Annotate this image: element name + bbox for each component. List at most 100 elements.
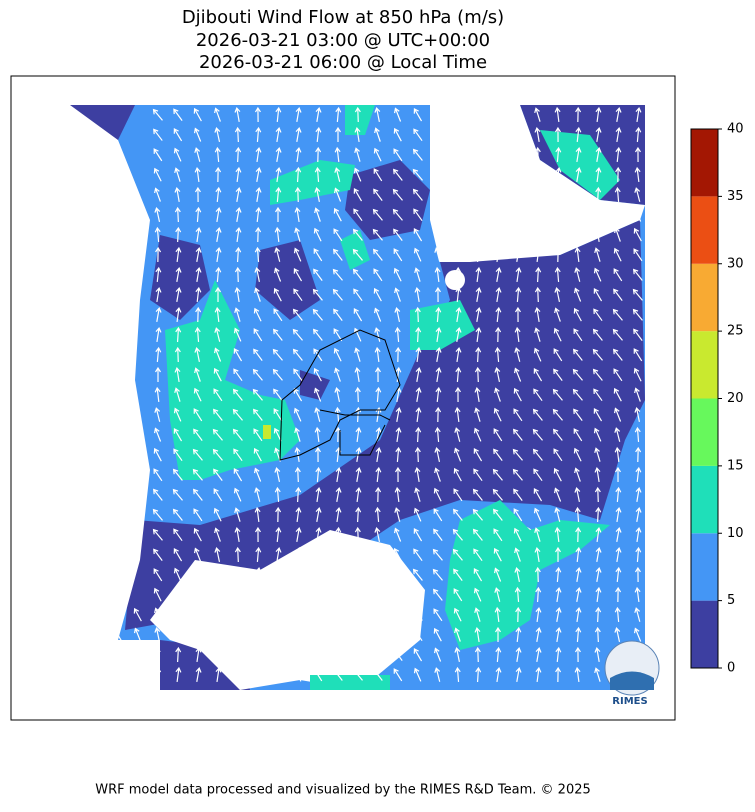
wind-arrow [214, 527, 221, 542]
wind-arrow [254, 487, 261, 502]
wind-arrow [413, 208, 423, 222]
wind-arrow [414, 286, 421, 303]
wind-arrow [435, 406, 442, 423]
wind-arrow [433, 508, 443, 522]
wind-arrow [173, 448, 183, 462]
wind-arrow [315, 466, 322, 483]
wind-arrow [275, 506, 282, 523]
wind-arrow [433, 207, 442, 222]
wind-arrow [235, 166, 242, 183]
wind-arrow [493, 108, 503, 122]
wind-arrow [72, 608, 83, 621]
wind-arrow [195, 266, 202, 283]
wind-arrow [355, 506, 362, 523]
wind-arrow [335, 526, 342, 543]
wind-arrow [614, 186, 621, 203]
wind-arrow [235, 246, 242, 263]
wind-arrow [594, 626, 601, 643]
wind-arrow [612, 348, 623, 361]
wind-arrow [614, 627, 621, 642]
wind-arrow [155, 266, 162, 283]
wind-arrow [373, 567, 382, 582]
wind-arrow [133, 607, 142, 622]
wind-arrow [214, 107, 221, 122]
wind-arrow [452, 508, 463, 521]
wind-arrow [512, 428, 523, 441]
wind-arrow [195, 626, 202, 643]
wind-arrow [615, 146, 622, 163]
wind-arrow [474, 187, 481, 202]
wind-arrow [233, 368, 243, 382]
wind-arrow [333, 607, 342, 622]
wind-arrow [554, 546, 561, 563]
wind-arrow [334, 566, 341, 583]
wind-arrow [533, 388, 543, 402]
wind-arrow [432, 168, 443, 181]
wind-arrow [214, 127, 221, 142]
wind-arrow [515, 186, 522, 203]
wind-arrow [512, 468, 523, 481]
wind-arrow [295, 546, 302, 563]
wind-arrow [554, 287, 561, 302]
wind-arrow [254, 526, 261, 543]
wind-arrow [352, 648, 363, 661]
wind-arrow [152, 508, 163, 521]
wind-arrow [352, 228, 363, 241]
wind-arrow [494, 626, 501, 643]
wind-arrow [572, 348, 583, 361]
wind-arrow [493, 528, 503, 542]
wind-arrow [432, 148, 443, 161]
wind-arrow [555, 246, 562, 263]
wind-arrow [175, 666, 182, 683]
wind-arrow [635, 446, 642, 463]
wind-arrow [353, 587, 362, 602]
wind-arrow [433, 227, 442, 242]
wind-arrow [312, 308, 323, 321]
wind-arrow [614, 227, 621, 242]
wind-arrow [574, 506, 581, 523]
wind-arrow [193, 387, 202, 402]
wind-arrow [594, 226, 601, 243]
wind-arrow [455, 366, 462, 383]
wind-arrow [633, 328, 643, 341]
wind-arrow [173, 528, 183, 542]
wind-arrow [635, 506, 642, 522]
wind-arrow [354, 106, 361, 123]
wind-arrow [273, 388, 283, 401]
wind-arrow [454, 627, 461, 642]
wind-arrow [555, 186, 562, 202]
wind-arrow [232, 428, 243, 441]
wind-arrow [193, 508, 203, 522]
wind-arrow [495, 226, 502, 243]
wind-arrow [313, 367, 322, 382]
wind-arrow [492, 468, 503, 481]
wind-arrow [93, 628, 103, 641]
wind-arrow [215, 606, 222, 623]
wind-arrow [233, 468, 243, 482]
wind-arrow [615, 566, 622, 583]
wind-arrow [575, 186, 582, 203]
wind-arrow [194, 166, 201, 183]
wind-arrow [634, 607, 641, 622]
wind-arrow [474, 646, 481, 663]
wind-arrow [275, 106, 282, 123]
wind-arrow [292, 348, 303, 361]
wind-arrow [494, 167, 501, 182]
wind-arrow [573, 408, 583, 421]
wind-arrow [235, 666, 242, 683]
wind-arrow [473, 587, 482, 602]
wind-arrow [314, 166, 321, 183]
wind-arrow [212, 448, 223, 461]
wind-arrow [534, 146, 541, 163]
wind-arrow [195, 286, 202, 303]
wind-arrow [174, 186, 181, 202]
wind-arrow [335, 486, 342, 502]
wind-arrow [314, 627, 321, 642]
wind-arrow [215, 586, 222, 603]
wind-arrow [454, 647, 461, 662]
wind-arrow [193, 127, 202, 142]
wind-arrow [434, 266, 441, 283]
wind-arrow [174, 206, 181, 223]
wind-arrow [315, 526, 322, 543]
wind-arrow [595, 506, 602, 523]
